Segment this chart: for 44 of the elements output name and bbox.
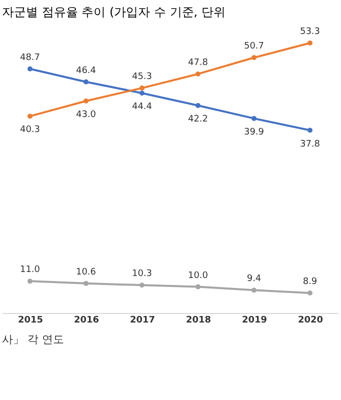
data-label: 43.0 bbox=[76, 110, 96, 120]
data-label: 37.8 bbox=[300, 139, 320, 150]
data-label: 53.3 bbox=[300, 27, 320, 37]
x-tick-label: 2015 bbox=[18, 316, 44, 326]
x-tick-label: 2018 bbox=[186, 316, 212, 326]
point bbox=[140, 282, 144, 288]
point bbox=[308, 40, 312, 46]
data-label: 39.9 bbox=[244, 127, 264, 138]
point bbox=[84, 98, 88, 104]
data-label: 11.0 bbox=[20, 265, 40, 276]
point bbox=[252, 116, 256, 121]
data-label: 10.3 bbox=[132, 269, 152, 280]
data-label: 45.3 bbox=[132, 72, 152, 82]
data-label: 47.8 bbox=[188, 58, 208, 68]
point bbox=[28, 114, 32, 119]
point bbox=[84, 280, 88, 286]
point bbox=[308, 290, 312, 296]
point bbox=[252, 288, 256, 293]
data-label: 9.4 bbox=[246, 274, 262, 284]
point bbox=[252, 55, 256, 60]
data-label: 40.3 bbox=[20, 125, 40, 136]
point bbox=[140, 86, 144, 91]
chart-title: 자군별 점유율 추이 (가입자 수 기준, 단위 bbox=[2, 5, 226, 19]
point bbox=[196, 71, 200, 76]
point bbox=[28, 278, 32, 284]
point bbox=[308, 128, 312, 133]
data-label: 10.6 bbox=[76, 267, 96, 278]
data-label: 8.9 bbox=[302, 277, 318, 287]
x-tick-label: 2019 bbox=[242, 316, 268, 326]
point bbox=[196, 284, 200, 290]
point bbox=[84, 79, 88, 84]
point bbox=[196, 103, 200, 108]
x-tick-label: 2016 bbox=[74, 316, 100, 326]
x-tick-label: 2017 bbox=[130, 316, 156, 326]
data-label: 48.7 bbox=[20, 52, 40, 63]
x-tick-label: 2020 bbox=[298, 316, 324, 326]
data-label: 44.4 bbox=[132, 102, 152, 112]
data-label: 42.2 bbox=[188, 114, 208, 124]
point bbox=[140, 90, 144, 96]
data-label: 50.7 bbox=[244, 42, 264, 52]
data-label: 46.4 bbox=[76, 66, 96, 76]
data-label: 10.0 bbox=[188, 270, 208, 281]
text: 사」 각 연도 bbox=[2, 333, 64, 346]
point bbox=[28, 66, 32, 72]
